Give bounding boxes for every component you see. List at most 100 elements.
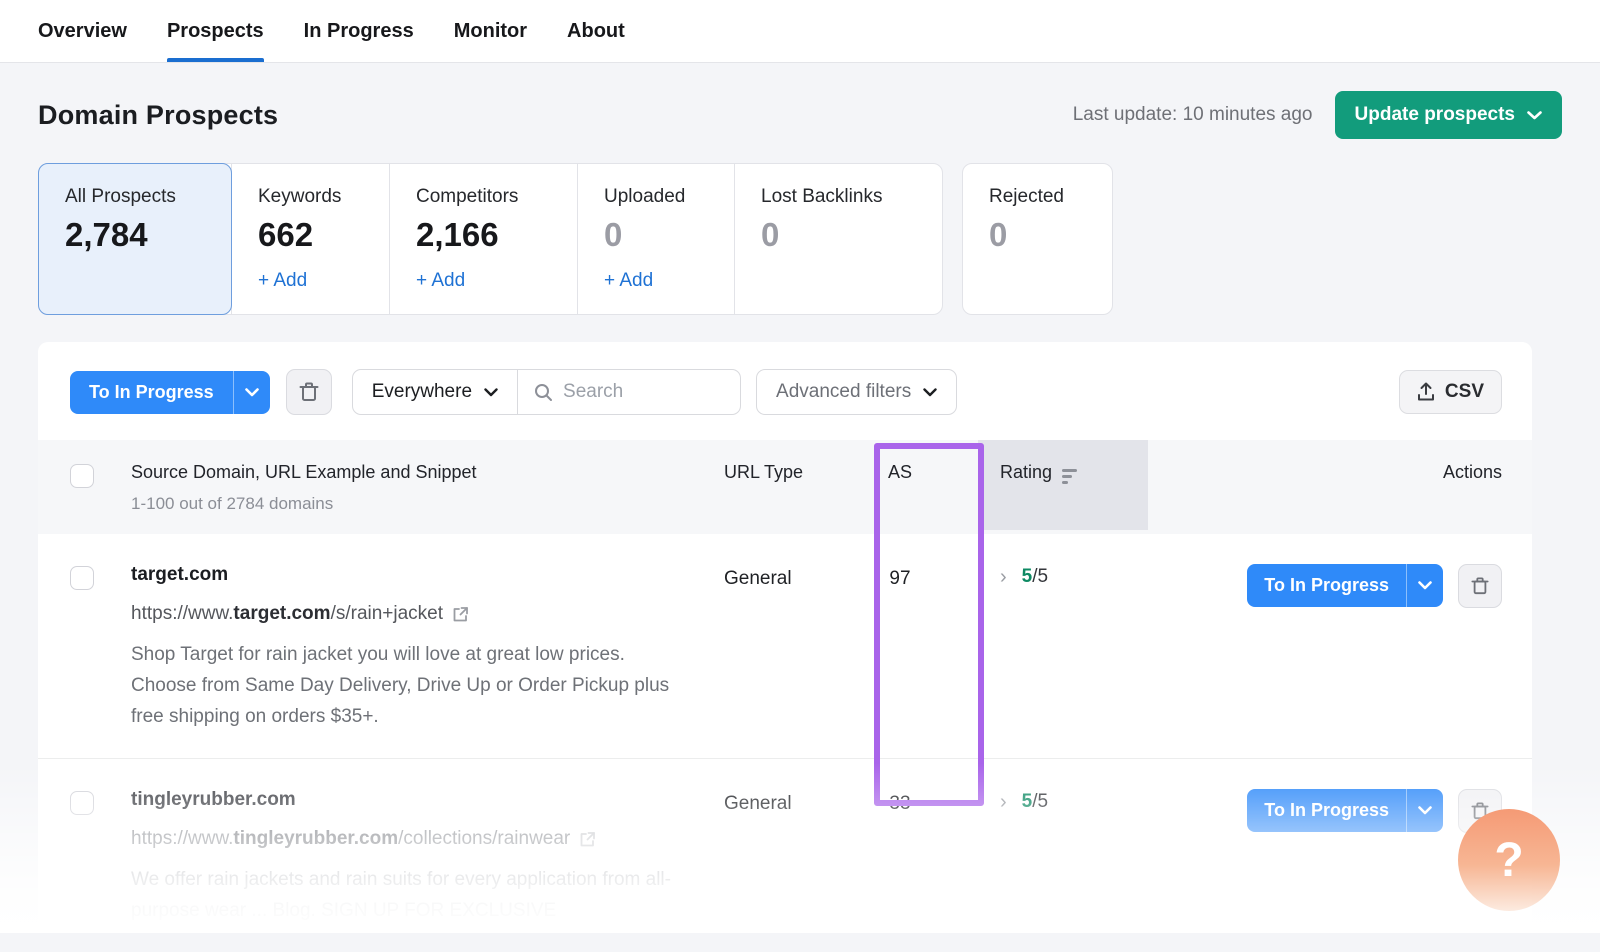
last-update-text: Last update: 10 minutes ago <box>1072 104 1313 125</box>
add-competitors-link[interactable]: + Add <box>416 270 466 291</box>
card-lost-backlinks[interactable]: Lost Backlinks 0 <box>734 164 942 314</box>
external-link-icon[interactable] <box>452 606 469 623</box>
row-checkbox[interactable] <box>70 791 94 815</box>
csv-label: CSV <box>1444 381 1484 402</box>
tab-overview[interactable]: Overview <box>38 19 127 42</box>
advanced-filters-label: Advanced filters <box>776 381 912 402</box>
card-competitors[interactable]: Competitors 2,166 + Add <box>389 164 577 314</box>
chevron-right-icon[interactable]: › <box>1000 791 1007 813</box>
add-keywords-link[interactable]: + Add <box>258 270 308 291</box>
rating-total: /5 <box>1032 791 1049 812</box>
card-all-prospects[interactable]: All Prospects 2,784 <box>38 163 232 315</box>
row-delete-button[interactable] <box>1458 564 1502 608</box>
search-input[interactable] <box>563 381 714 403</box>
card-label: Competitors <box>416 186 519 207</box>
table-toolbar: To In Progress Everywhere <box>38 342 1532 440</box>
top-navigation: Overview Prospects In Progress Monitor A… <box>0 0 1600 63</box>
search-scope-group: Everywhere <box>351 369 742 415</box>
row-action-dropdown[interactable] <box>1406 564 1443 607</box>
url-prefix: https://www. <box>131 828 234 849</box>
chevron-down-icon <box>1527 110 1542 120</box>
page-header: Domain Prospects Last update: 10 minutes… <box>0 63 1600 163</box>
card-value: 0 <box>761 216 780 253</box>
column-source-domain: Source Domain, URL Example and Snippet <box>131 462 477 482</box>
card-keywords[interactable]: Keywords 662 + Add <box>231 164 389 314</box>
tab-about[interactable]: About <box>567 19 625 42</box>
url-path: /collections/rainwear <box>398 828 571 849</box>
card-rejected[interactable]: Rejected 0 <box>962 163 1113 315</box>
search-box <box>518 381 740 403</box>
row-to-in-progress-label[interactable]: To In Progress <box>1247 789 1406 832</box>
row-to-in-progress-label[interactable]: To In Progress <box>1247 564 1406 607</box>
card-label: Uploaded <box>604 186 686 207</box>
pagination-summary: 1-100 out of 2784 domains <box>131 494 334 513</box>
as-value: 97 <box>889 568 911 589</box>
bulk-delete-button[interactable] <box>285 369 332 415</box>
card-label: All Prospects <box>65 186 176 207</box>
tab-in-progress[interactable]: In Progress <box>303 19 414 42</box>
row-to-in-progress-button[interactable]: To In Progress <box>1247 564 1443 607</box>
help-button[interactable]: ? <box>1458 809 1560 911</box>
card-label: Lost Backlinks <box>761 186 883 207</box>
card-uploaded[interactable]: Uploaded 0 + Add <box>577 164 734 314</box>
sort-descending-icon <box>1062 469 1078 484</box>
advanced-filters-button[interactable]: Advanced filters <box>756 369 958 415</box>
url-prefix: https://www. <box>131 603 234 624</box>
rating-value: 5 <box>1021 566 1033 587</box>
card-value: 0 <box>604 216 623 253</box>
page-title: Domain Prospects <box>38 99 279 130</box>
table-row: target.com https://www.target.com/s/rain… <box>38 534 1532 759</box>
column-as[interactable]: AS <box>887 462 912 482</box>
row-checkbox[interactable] <box>70 566 94 590</box>
prospect-source-cards: All Prospects 2,784 Keywords 662 + Add C… <box>0 163 1600 315</box>
external-link-icon[interactable] <box>579 831 596 848</box>
table-row: tingleyrubber.com https://www.tingleyrub… <box>38 759 1532 952</box>
scope-select[interactable]: Everywhere <box>353 370 517 414</box>
column-url-type[interactable]: URL Type <box>724 462 804 482</box>
row-to-in-progress-button[interactable]: To In Progress <box>1247 789 1443 832</box>
trash-icon <box>299 381 319 403</box>
chevron-down-icon <box>1418 581 1432 590</box>
export-csv-button[interactable]: CSV <box>1398 370 1502 414</box>
tab-monitor[interactable]: Monitor <box>453 19 528 42</box>
chevron-right-icon[interactable]: › <box>1000 566 1007 588</box>
column-rating-label: Rating <box>1000 462 1053 482</box>
card-value: 0 <box>989 216 1008 253</box>
rating-total: /5 <box>1032 566 1049 587</box>
url-domain: target.com <box>233 603 331 624</box>
url-snippet: We offer rain jackets and rain suits for… <box>131 869 671 921</box>
row-action-dropdown[interactable] <box>1406 789 1443 832</box>
table-header-row: Source Domain, URL Example and Snippet 1… <box>38 440 1532 534</box>
bulk-action-dropdown[interactable] <box>232 370 270 414</box>
chevron-down-icon <box>244 387 259 397</box>
select-all-checkbox[interactable] <box>70 464 94 488</box>
url-type-value: General <box>724 568 792 589</box>
tab-prospects[interactable]: Prospects <box>166 0 264 62</box>
url-example[interactable]: https://www.tingleyrubber.com/collection… <box>131 828 704 850</box>
add-uploaded-link[interactable]: + Add <box>604 270 654 291</box>
url-snippet: Shop Target for rain jacket you will lov… <box>131 644 670 727</box>
update-prospects-label: Update prospects <box>1354 104 1515 125</box>
chevron-down-icon <box>923 387 937 397</box>
column-rating[interactable]: Rating <box>978 440 1148 530</box>
card-label: Keywords <box>258 186 342 207</box>
rating-cell[interactable]: › 5/5 <box>978 789 1148 813</box>
card-label: Rejected <box>989 186 1064 207</box>
rating-cell[interactable]: › 5/5 <box>978 564 1148 588</box>
url-domain: tingleyrubber.com <box>233 828 399 849</box>
scope-selected-value: Everywhere <box>371 381 473 402</box>
url-path: /s/rain+jacket <box>330 603 444 624</box>
bulk-to-in-progress-label[interactable]: To In Progress <box>70 370 233 414</box>
bulk-to-in-progress-button[interactable]: To In Progress <box>70 370 270 414</box>
search-icon <box>534 383 553 402</box>
update-prospects-button[interactable]: Update prospects <box>1334 91 1562 139</box>
source-domain[interactable]: tingleyrubber.com <box>131 789 296 810</box>
divider <box>517 370 519 414</box>
rating-value: 5 <box>1021 791 1033 812</box>
as-value: 33 <box>889 793 911 814</box>
url-example[interactable]: https://www.target.com/s/rain+jacket <box>131 603 704 625</box>
question-mark-icon: ? <box>1494 833 1524 887</box>
source-domain[interactable]: target.com <box>131 564 229 585</box>
trash-icon <box>1471 576 1489 596</box>
card-value: 2,784 <box>65 216 148 253</box>
